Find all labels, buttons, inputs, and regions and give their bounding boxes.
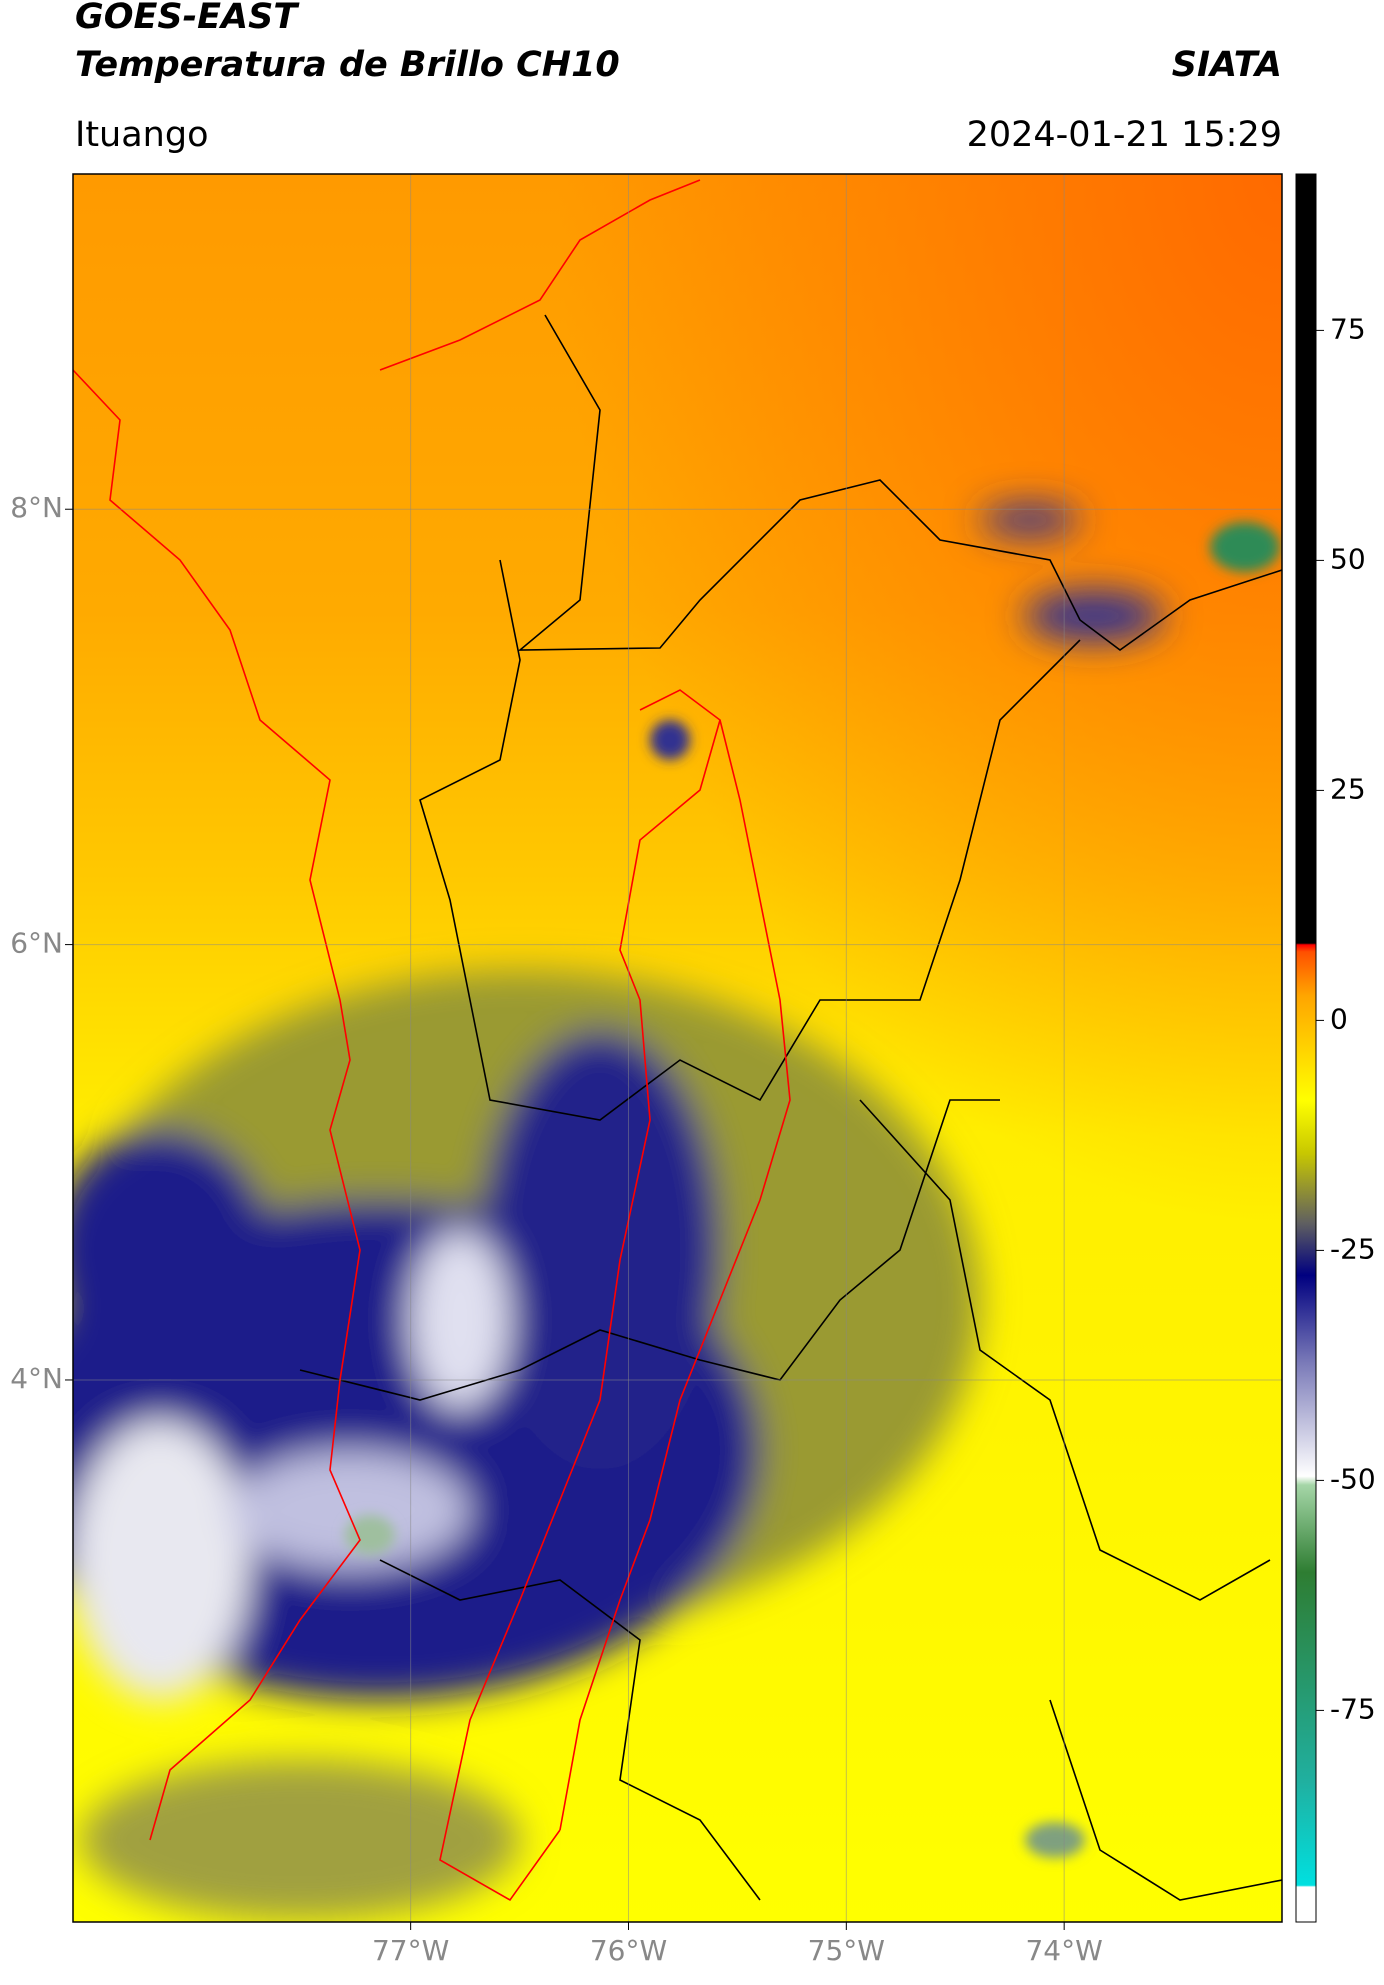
source: SIATA bbox=[1172, 45, 1282, 85]
location: Ituango bbox=[75, 115, 209, 155]
colorbar-tick-label: 75 bbox=[1330, 312, 1366, 345]
timestamp: 2024-01-21 15:29 bbox=[967, 115, 1282, 155]
colorbar bbox=[1295, 173, 1317, 1923]
title: GOES-EAST bbox=[75, 0, 300, 37]
colorbar-tick-label: 25 bbox=[1330, 772, 1366, 805]
x-tick-label: 76°W bbox=[590, 1934, 667, 1967]
subtitle: Temperatura de Brillo CH10 bbox=[75, 45, 620, 85]
colorbar-tick-label: -75 bbox=[1330, 1692, 1376, 1725]
x-tick-label: 74°W bbox=[1025, 1934, 1102, 1967]
x-tick-label: 75°W bbox=[808, 1934, 885, 1967]
x-tick-label: 77°W bbox=[372, 1934, 449, 1967]
y-tick-label: 8°N bbox=[10, 491, 63, 524]
colorbar-tick-label: -25 bbox=[1330, 1232, 1376, 1265]
colorbar-tick-label: -50 bbox=[1330, 1462, 1376, 1495]
y-tick-label: 4°N bbox=[10, 1362, 63, 1395]
map-image bbox=[73, 174, 1282, 1922]
map-frame bbox=[72, 173, 1283, 1923]
colorbar-tick-label: 50 bbox=[1330, 542, 1366, 575]
colorbar-tick-label: 0 bbox=[1330, 1002, 1348, 1035]
y-tick-label: 6°N bbox=[10, 927, 63, 960]
